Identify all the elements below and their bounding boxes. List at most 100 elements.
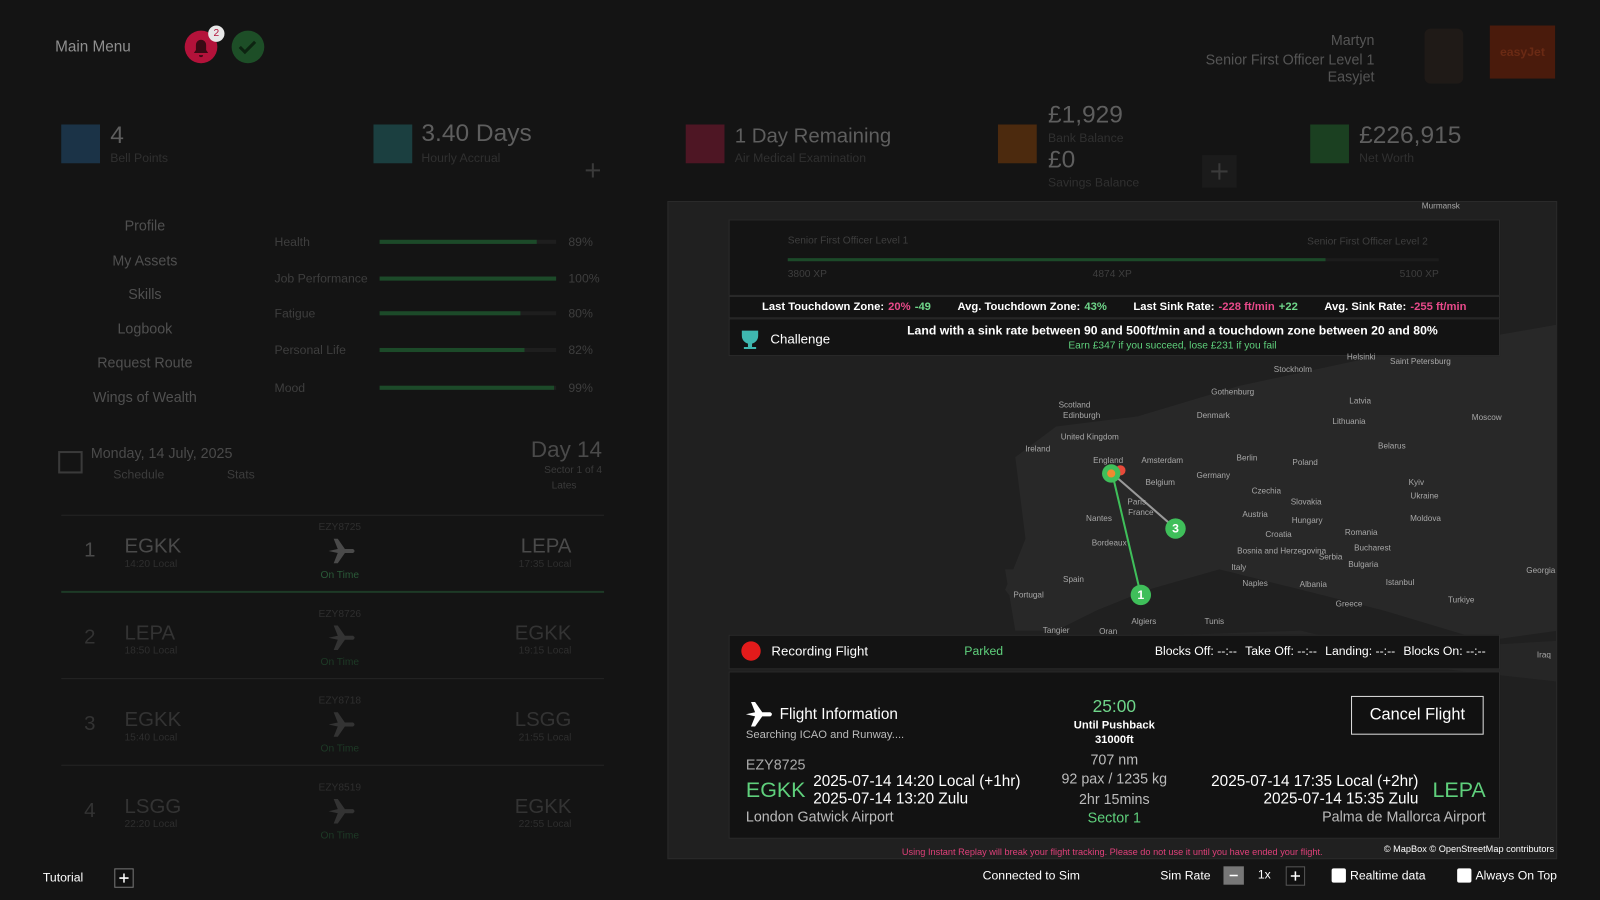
landing-stat-delta: +22 (1278, 301, 1298, 314)
add-icon[interactable] (585, 163, 601, 178)
wellbeing-bar (379, 276, 557, 281)
flight-title: Flight Information (779, 705, 898, 723)
stat-label: Net Worth (1359, 151, 1415, 166)
schedule-tab[interactable]: Schedule (113, 467, 165, 482)
distance: 707 nm (1090, 751, 1139, 768)
map-label: Paris (1127, 497, 1147, 507)
stat-value: 3.40 Days (421, 119, 532, 147)
cancel-flight-button[interactable]: Cancel Flight (1351, 695, 1484, 735)
stat-value: 1 Day Remaining (734, 125, 892, 148)
landing-stat-value: -228 ft/min (1218, 301, 1275, 314)
flight-status: On Time (320, 743, 360, 755)
recording-bar (728, 634, 1501, 670)
arrival-time: 17:35 Local (518, 558, 572, 570)
map-label: Ukraine (1410, 491, 1439, 501)
row-number: 4 (84, 799, 96, 822)
tutorial-label: Tutorial (42, 870, 84, 885)
notification-button[interactable] (184, 30, 218, 64)
map-label: Bordeaux (1091, 538, 1127, 548)
check-icon (238, 40, 257, 55)
map-label: Ireland (1025, 444, 1051, 454)
map-label: Moldova (1410, 513, 1441, 523)
wellbeing-bar (379, 239, 537, 244)
stat-label: Hourly Accrual (421, 151, 501, 166)
landing-stats: Last Touchdown Zone: 20% -49 Avg. Touchdown… (728, 295, 1501, 319)
stat-value: £1,929 (1047, 101, 1123, 129)
row-number: 3 (84, 712, 96, 736)
stat-icon (373, 124, 413, 164)
recording-state: Parked (964, 643, 1004, 659)
departure-time: 18:50 Local (124, 645, 178, 657)
plane-icon (328, 625, 355, 651)
menu-item[interactable]: Request Route (97, 354, 193, 371)
landing-stat-label: Last Touchdown Zone: (762, 301, 885, 314)
sim-rate-decrease[interactable] (1223, 866, 1244, 885)
map-label: Hungary (1291, 515, 1323, 526)
day-number: Day 14 (530, 436, 603, 463)
origin-zulu: 2025-07-14 13:20 Zulu (813, 790, 969, 808)
arrival-code: LSGG (514, 708, 572, 732)
countdown: 25:00 (1092, 696, 1136, 717)
recording-times: Blocks Off: --:-- Take Off: --:-- Landing:… (1155, 644, 1486, 658)
shift: Lates (551, 480, 577, 492)
menu-item[interactable]: Logbook (117, 320, 173, 337)
arrival-time: 22:55 Local (518, 818, 572, 831)
sector: Sector 1 (1087, 809, 1141, 826)
wellbeing-value: 80% (568, 306, 593, 321)
origin-name: London Gatwick Airport (745, 808, 894, 825)
destination-local: 2025-07-14 17:35 Local (+2hr) (1211, 772, 1419, 791)
bell-icon (193, 39, 209, 58)
duration: 2hr 15mins (1078, 790, 1150, 808)
stats-tab[interactable]: Stats (226, 467, 255, 482)
sim-rate-label: Sim Rate (1160, 868, 1211, 883)
map-label: Tunis (1204, 616, 1225, 627)
menu-title[interactable]: Main Menu (55, 38, 131, 56)
wellbeing-bar (379, 347, 525, 353)
logo-text: easyJet (1499, 44, 1545, 60)
map-attribution: © MapBox © OpenStreetMap contributors (1383, 843, 1555, 855)
xp-panel (728, 219, 1501, 296)
departure-time: 14:20 Local (124, 558, 178, 570)
flight-number: EZY8519 (318, 782, 362, 794)
origin-local: 2025-07-14 14:20 Local (+1hr) (813, 772, 1021, 791)
recording-time: Blocks Off: --:-- (1154, 643, 1237, 659)
recording-time: Landing: --:-- (1325, 643, 1396, 659)
add-savings-button[interactable] (1202, 155, 1237, 188)
xp-bar (787, 258, 1326, 262)
landing-stat-delta: -49 (914, 301, 931, 314)
wellbeing-value: 82% (568, 342, 593, 358)
wellbeing-label: Health (274, 234, 310, 249)
recording-title: Recording Flight (771, 643, 869, 659)
landing-stat-label: Last Sink Rate: (1133, 301, 1215, 314)
challenge-text: Land with a sink rate between 90 and 500… (907, 323, 1438, 338)
landing-stat: Last Sink Rate: -228 ft/min +22 (1133, 301, 1297, 313)
departure-code: EGKK (124, 708, 182, 732)
menu-item[interactable]: Profile (124, 217, 166, 234)
map-label: Turkiye (1447, 595, 1475, 605)
menu-item[interactable]: Wings of Wealth (93, 388, 197, 406)
map-label: Austria (1242, 509, 1268, 519)
sim-rate-increase[interactable] (1285, 866, 1306, 886)
arrival-code: EGKK (514, 795, 572, 818)
status-button[interactable] (231, 30, 265, 64)
stat-icon (685, 124, 725, 164)
user-airline: Easyjet (1327, 68, 1375, 85)
wellbeing-value: 99% (568, 380, 593, 395)
map-label: Saint Petersburg (1390, 356, 1451, 366)
xp-current: 4874 XP (1092, 268, 1132, 281)
map-label: Greece (1335, 599, 1363, 609)
menu-item[interactable]: My Assets (112, 251, 178, 268)
countdown-label: Until Pushback (1073, 719, 1155, 732)
tutorial-button[interactable] (114, 868, 134, 888)
realtime-checkbox[interactable] (1331, 868, 1346, 883)
map-label: Berlin (1236, 453, 1258, 463)
departure-code: EGKK (124, 535, 182, 558)
always-on-top-checkbox[interactable] (1457, 868, 1472, 883)
arrival-time: 21:55 Local (518, 732, 572, 744)
landing-stat-label: Avg. Sink Rate: (1324, 301, 1407, 314)
map-label: Lithuania (1332, 416, 1366, 427)
flight-searching: Searching ICAO and Runway.... (745, 728, 905, 741)
menu-item[interactable]: Skills (128, 285, 162, 303)
